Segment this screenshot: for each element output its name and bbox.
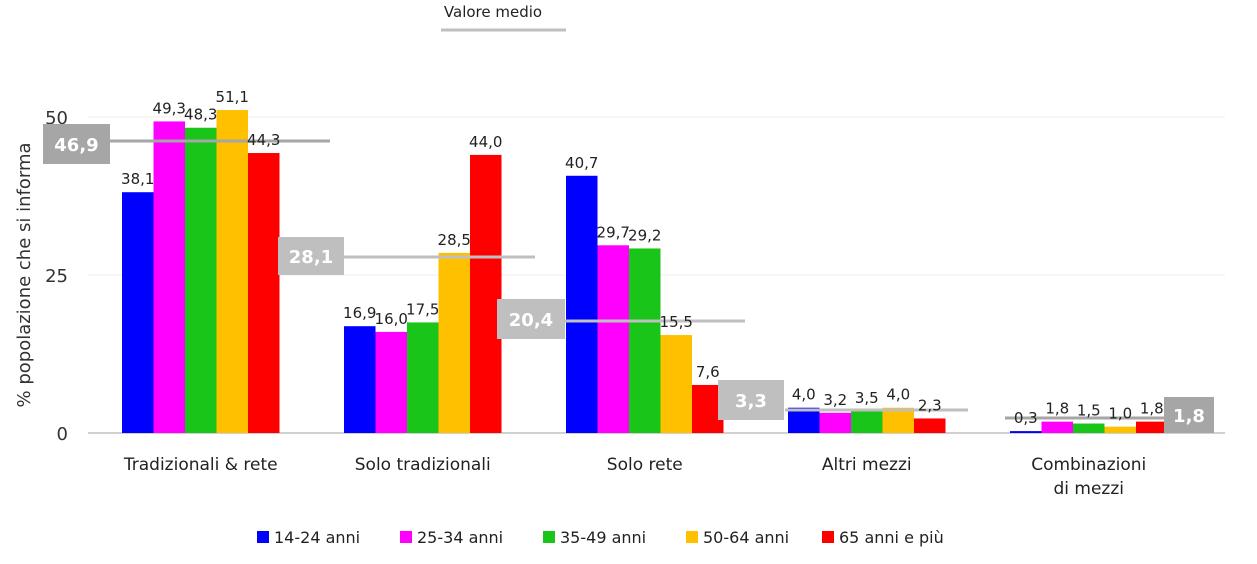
legend-swatch	[400, 531, 412, 543]
legend-label: 65 anni e più	[839, 528, 944, 547]
data-label: 1,8	[1140, 400, 1164, 418]
data-label: 1,5	[1077, 402, 1101, 420]
average-label-box	[718, 380, 784, 420]
data-label: 0,3	[1014, 409, 1038, 427]
data-label: 29,7	[597, 223, 630, 241]
bar-2-4	[1073, 423, 1105, 433]
data-label: 4,0	[886, 386, 910, 404]
data-label: 49,3	[153, 99, 186, 117]
bar-0-0	[122, 192, 154, 433]
average-label-box	[1164, 397, 1214, 433]
legend-label: 50-64 anni	[703, 528, 789, 547]
y-tick-label: 0	[57, 424, 68, 445]
average-label-box	[278, 237, 344, 275]
data-label: 29,2	[628, 226, 661, 244]
bar-3-2	[660, 335, 692, 433]
data-label: 3,5	[855, 389, 879, 407]
data-label: 28,5	[438, 231, 471, 249]
data-label: 17,5	[406, 300, 439, 318]
bar-2-1	[407, 322, 439, 433]
data-label: 16,0	[375, 310, 408, 328]
y-axis-label: % popolazione che si informa	[14, 142, 35, 407]
legend-label: 35-49 anni	[560, 528, 646, 547]
data-label: 3,2	[823, 391, 847, 409]
bar-1-0	[153, 121, 185, 433]
data-label: 40,7	[565, 154, 598, 172]
data-label: 48,3	[184, 106, 217, 124]
bar-3-4	[1104, 426, 1136, 433]
bar-3-3	[882, 407, 914, 433]
category-label: Solo tradizionali	[355, 455, 491, 475]
data-label: 51,1	[216, 88, 249, 106]
category-label: Combinazioni di mezzi	[1031, 455, 1146, 499]
category-label: Solo rete	[607, 455, 683, 475]
average-label-box	[497, 299, 565, 339]
bar-2-2	[629, 248, 661, 433]
bar-1-4	[1041, 421, 1073, 433]
y-tick-label: 50	[45, 108, 68, 129]
bar-0-4	[1010, 431, 1042, 433]
data-label: 7,6	[696, 363, 720, 381]
legend-swatch	[257, 531, 269, 543]
data-label: 2,3	[918, 396, 942, 414]
average-label-box	[43, 124, 110, 164]
bar-4-4	[1136, 421, 1168, 433]
data-label: 38,1	[121, 170, 154, 188]
bar-2-0	[185, 127, 217, 433]
bar-0-1	[344, 326, 376, 433]
bar-0-3	[788, 407, 820, 433]
bar-4-3	[914, 418, 946, 433]
legend-swatch	[686, 531, 698, 543]
bar-4-1	[470, 154, 502, 434]
data-label: 4,0	[792, 386, 816, 404]
bar-3-1	[438, 252, 470, 433]
legend-swatch	[822, 531, 834, 543]
bar-0-2	[566, 175, 598, 433]
data-label: 16,9	[343, 304, 376, 322]
legend-label: 14-24 anni	[274, 528, 360, 547]
legend-label: 25-34 anni	[417, 528, 503, 547]
bar-1-2	[597, 245, 629, 433]
data-label: 1,8	[1045, 400, 1069, 418]
average-label: 46,9	[54, 135, 98, 156]
bar-2-3	[851, 410, 883, 433]
legend-swatch	[543, 531, 555, 543]
average-label: 20,4	[509, 310, 553, 331]
legend-average-label: Valore medio	[444, 3, 542, 21]
bar-1-1	[375, 331, 407, 433]
average-label: 1,8	[1173, 406, 1205, 427]
bar-3-0	[216, 110, 248, 433]
y-tick-label: 25	[45, 266, 68, 287]
data-label: 44,3	[247, 131, 280, 149]
category-label: Tradizionali & rete	[123, 455, 278, 475]
average-label: 3,3	[735, 391, 767, 412]
data-label: 44,0	[469, 133, 502, 151]
bar-4-0	[248, 153, 280, 434]
bar-1-3	[819, 412, 851, 433]
category-label: Altri mezzi	[822, 455, 912, 475]
data-label: 1,0	[1108, 405, 1132, 423]
average-label: 28,1	[289, 247, 333, 268]
data-label: 15,5	[660, 313, 693, 331]
